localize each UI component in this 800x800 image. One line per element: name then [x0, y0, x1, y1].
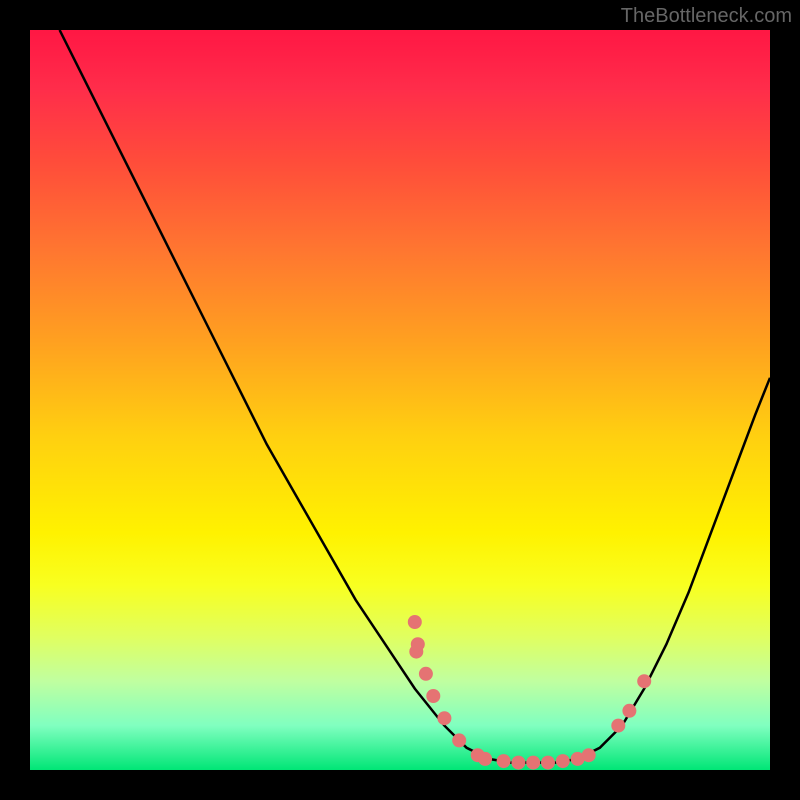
data-marker — [541, 756, 555, 770]
watermark-text: TheBottleneck.com — [621, 5, 792, 28]
chart-svg — [30, 30, 770, 770]
data-marker — [452, 733, 466, 747]
data-marker — [511, 756, 525, 770]
bottleneck-chart — [30, 30, 770, 770]
data-marker — [411, 637, 425, 651]
data-marker — [611, 719, 625, 733]
data-marker — [637, 674, 651, 688]
data-marker — [408, 615, 422, 629]
data-marker — [497, 754, 511, 768]
data-marker — [622, 704, 636, 718]
data-marker — [478, 752, 492, 766]
data-marker — [419, 667, 433, 681]
data-marker — [556, 754, 570, 768]
data-marker — [582, 748, 596, 762]
data-marker — [437, 711, 451, 725]
data-marker — [426, 689, 440, 703]
data-marker — [526, 756, 540, 770]
